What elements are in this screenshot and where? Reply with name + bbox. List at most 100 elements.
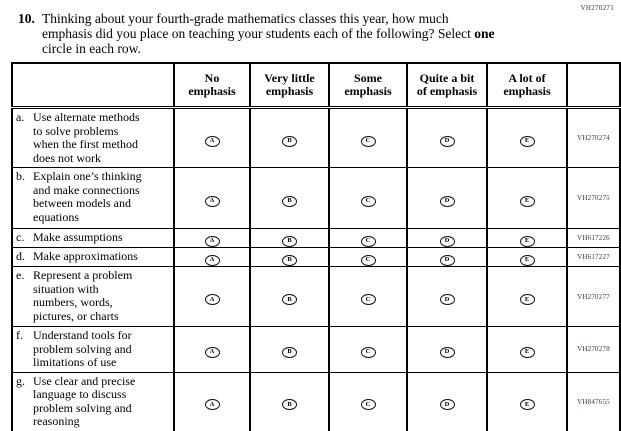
empty-corner-cell bbox=[11, 62, 175, 109]
row-label-cell: c. Make assumptions bbox=[11, 228, 175, 248]
option-oval-e[interactable]: E bbox=[519, 399, 535, 411]
option-oval-d[interactable]: D bbox=[439, 235, 455, 247]
option-cell: C bbox=[328, 167, 408, 229]
row-text: Make approximations bbox=[33, 249, 138, 263]
option-cell: A bbox=[173, 107, 251, 168]
col-header-a-lot-of-emphasis: A lot of emphasis bbox=[486, 62, 568, 109]
row-label-cell: b. Explain one’s thinking and make conne… bbox=[11, 167, 175, 229]
option-cell: A bbox=[173, 371, 251, 431]
row-text: Represent a problem situation with numbe… bbox=[33, 268, 133, 323]
option-cell: E bbox=[486, 371, 568, 431]
option-oval-c[interactable]: C bbox=[360, 399, 376, 411]
option-oval-a[interactable]: A bbox=[204, 195, 220, 207]
option-oval-b[interactable]: B bbox=[282, 135, 297, 147]
option-cell: D bbox=[406, 107, 488, 168]
option-oval-c[interactable]: C bbox=[360, 254, 376, 266]
option-cell: B bbox=[249, 107, 330, 168]
item-code: VH617227 bbox=[566, 247, 621, 267]
table-row-f: f. Understand tools for problem solving … bbox=[11, 326, 621, 373]
option-cell: E bbox=[486, 167, 568, 229]
option-cell: B bbox=[249, 266, 330, 327]
option-oval-e[interactable]: E bbox=[519, 294, 535, 306]
row-letter: a. bbox=[16, 110, 25, 124]
col-header-some-emphasis: Some emphasis bbox=[328, 62, 408, 109]
option-oval-d[interactable]: D bbox=[439, 195, 455, 207]
option-cell: A bbox=[173, 266, 251, 327]
row-letter: b. bbox=[16, 169, 25, 183]
option-cell: B bbox=[249, 326, 330, 373]
row-label-cell: g. Use clear and precise language to dis… bbox=[11, 371, 175, 431]
table-row-b: b. Explain one’s thinking and make conne… bbox=[11, 167, 621, 229]
row-letter: g. bbox=[16, 373, 25, 388]
option-oval-c[interactable]: C bbox=[360, 347, 376, 358]
table-row-c: c. Make assumptions A B C D E VH617226 bbox=[11, 228, 621, 248]
row-text: Use alternate methods to solve problems … bbox=[33, 110, 140, 165]
option-oval-a[interactable]: A bbox=[204, 347, 220, 358]
option-oval-b[interactable]: B bbox=[282, 195, 297, 207]
option-cell: E bbox=[486, 107, 568, 168]
option-cell: C bbox=[328, 371, 408, 431]
col-header-no-emphasis: No emphasis bbox=[173, 62, 251, 109]
question-line-1: Thinking about your fourth-grade mathema… bbox=[42, 11, 449, 26]
option-cell: C bbox=[328, 247, 408, 267]
row-letter: f. bbox=[16, 328, 23, 342]
option-oval-b[interactable]: B bbox=[282, 347, 297, 358]
option-oval-a[interactable]: A bbox=[204, 135, 220, 147]
row-letter: e. bbox=[16, 268, 25, 282]
option-oval-d[interactable]: D bbox=[439, 399, 455, 411]
item-code: VH270274 bbox=[566, 107, 621, 168]
row-letter: d. bbox=[16, 249, 25, 263]
option-oval-b[interactable]: B bbox=[282, 399, 297, 411]
row-label-cell: e. Represent a problem situation with nu… bbox=[11, 266, 175, 327]
option-cell: A bbox=[173, 326, 251, 373]
option-oval-d[interactable]: D bbox=[439, 347, 455, 358]
option-oval-d[interactable]: D bbox=[439, 294, 455, 306]
option-oval-a[interactable]: A bbox=[204, 294, 220, 306]
option-cell: C bbox=[328, 326, 408, 373]
option-oval-c[interactable]: C bbox=[360, 235, 376, 247]
option-oval-e[interactable]: E bbox=[519, 195, 535, 207]
row-label-cell: a. Use alternate methods to solve proble… bbox=[11, 107, 175, 168]
option-oval-e[interactable]: E bbox=[519, 254, 535, 266]
option-cell: A bbox=[173, 247, 251, 267]
question-number: 10. bbox=[18, 11, 35, 26]
option-oval-e[interactable]: E bbox=[519, 235, 535, 247]
question-line-3: circle in each row. bbox=[42, 41, 141, 56]
table-row-e: e. Represent a problem situation with nu… bbox=[11, 266, 621, 327]
question-block: 10. Thinking about your fourth-grade mat… bbox=[18, 11, 495, 56]
option-oval-c[interactable]: C bbox=[360, 135, 376, 147]
option-oval-a[interactable]: A bbox=[204, 399, 220, 411]
option-cell: B bbox=[249, 228, 330, 248]
question-line-2: emphasis did you place on teaching your … bbox=[42, 26, 495, 41]
header-row: No emphasis Very little emphasis Some em… bbox=[11, 62, 621, 109]
item-code: VH270278 bbox=[566, 326, 621, 373]
option-oval-c[interactable]: C bbox=[360, 195, 376, 207]
table-row-a: a. Use alternate methods to solve proble… bbox=[11, 107, 621, 168]
option-oval-d[interactable]: D bbox=[439, 254, 455, 266]
option-cell: D bbox=[406, 228, 488, 248]
option-oval-a[interactable]: A bbox=[204, 254, 220, 266]
row-label-cell: f. Understand tools for problem solving … bbox=[11, 326, 175, 373]
option-oval-d[interactable]: D bbox=[439, 135, 455, 147]
option-cell: B bbox=[249, 371, 330, 431]
option-cell: C bbox=[328, 266, 408, 327]
option-oval-b[interactable]: B bbox=[282, 235, 297, 247]
col-header-quite-a-bit-of-emphasis: Quite a bit of emphasis bbox=[406, 62, 488, 109]
option-oval-a[interactable]: A bbox=[204, 235, 220, 247]
option-cell: D bbox=[406, 266, 488, 327]
option-cell: E bbox=[486, 247, 568, 267]
row-label-cell: d. Make approximations bbox=[11, 247, 175, 267]
option-oval-e[interactable]: E bbox=[519, 135, 535, 147]
option-oval-e[interactable]: E bbox=[519, 347, 535, 358]
option-cell: C bbox=[328, 228, 408, 248]
empty-code-header-cell bbox=[566, 62, 621, 109]
option-oval-b[interactable]: B bbox=[282, 294, 297, 306]
table-row-g: g. Use clear and precise language to dis… bbox=[11, 371, 621, 431]
option-cell: D bbox=[406, 326, 488, 373]
item-code: VH270277 bbox=[566, 266, 621, 327]
row-text: Understand tools for problem solving and… bbox=[33, 328, 132, 369]
emphasis-table: No emphasis Very little emphasis Some em… bbox=[11, 62, 621, 431]
option-oval-c[interactable]: C bbox=[360, 294, 376, 306]
option-oval-b[interactable]: B bbox=[282, 254, 297, 266]
option-cell: C bbox=[328, 107, 408, 168]
